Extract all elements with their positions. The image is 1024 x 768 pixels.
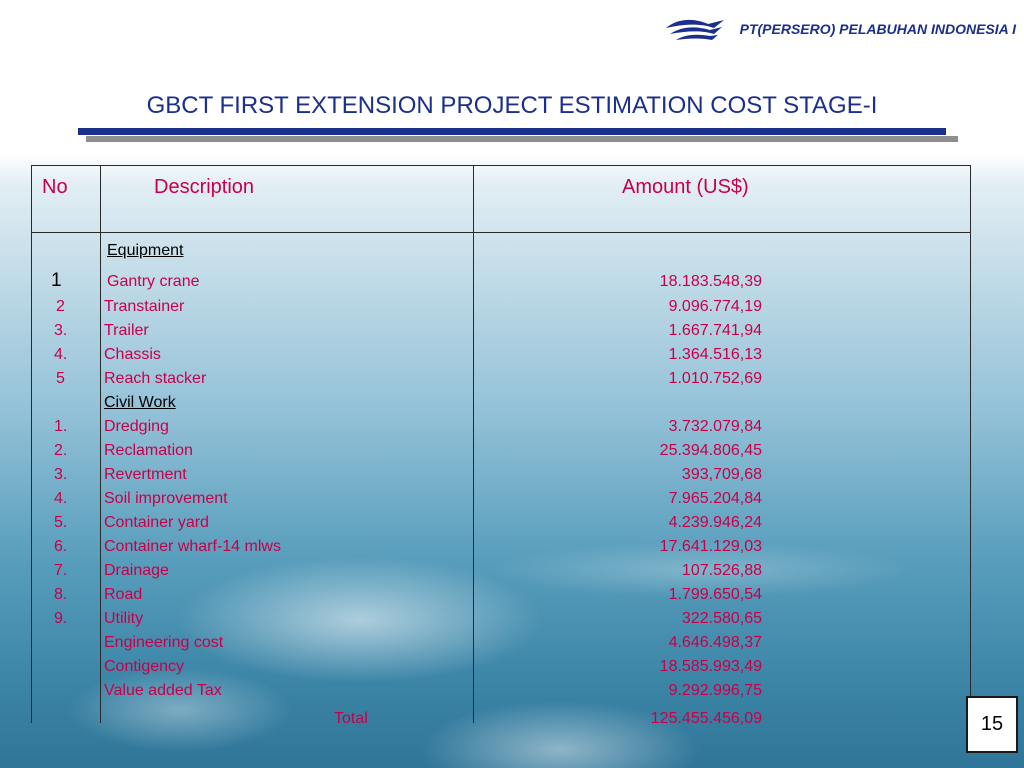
row-amount: 4.239.946,24 (668, 514, 762, 531)
row-number: 9. (54, 610, 68, 627)
row-description: Drainage (104, 562, 169, 579)
row-description: Reclamation (104, 442, 193, 459)
row-amount: 1.667.741,94 (668, 322, 762, 339)
table-column-divider-2 (473, 165, 474, 723)
total-amount: 125.455.456,09 (650, 710, 762, 727)
row-amount: 7.965.204,84 (668, 490, 762, 507)
row-description: Engineering cost (104, 634, 224, 651)
row-description: Soil improvement (104, 490, 228, 507)
cost-table (31, 165, 971, 723)
row-amount: 25.394.806,45 (659, 442, 762, 459)
row-number: 4. (54, 346, 68, 363)
row-number: 3. (54, 466, 68, 483)
header-brand: PT(PERSERO) PELABUHAN INDONESIA I (664, 14, 1016, 44)
row-number: 8. (54, 586, 68, 603)
row-number: 5 (56, 370, 65, 387)
row-description: Contigency (104, 658, 185, 675)
pelindo-logo-icon (665, 19, 724, 40)
row-description: Utility (104, 610, 144, 627)
title-underline (78, 128, 946, 135)
row-amount: 18.183.548,39 (659, 273, 762, 290)
row-description: Container wharf-14 mlws (104, 538, 281, 555)
column-header-no: No (42, 176, 68, 198)
row-description: Container yard (104, 514, 209, 531)
row-number: 3. (54, 322, 68, 339)
row-amount: 393,709,68 (681, 466, 762, 483)
row-amount: 3.732.079,84 (668, 418, 762, 435)
row-description: Chassis (104, 346, 161, 363)
row-number: 6. (54, 538, 68, 555)
row-number: 1. (54, 418, 68, 435)
row-number: 7. (54, 562, 68, 579)
table-header-divider (31, 232, 971, 233)
row-number: 2. (54, 442, 68, 459)
row-amount: 18.585.993,49 (659, 658, 762, 675)
page-number: 15 (966, 696, 1018, 753)
row-number: 4. (54, 490, 68, 507)
row-description: Dredging (104, 418, 169, 435)
row-amount: 1.010.752,69 (668, 370, 762, 387)
company-name: PT(PERSERO) PELABUHAN INDONESIA I (739, 21, 1016, 37)
row-description: Revertment (104, 466, 187, 483)
table-column-divider-1 (100, 165, 101, 723)
column-header-description: Description (154, 176, 255, 198)
row-description: Transtainer (104, 298, 185, 315)
row-description: Value added Tax (104, 682, 222, 699)
row-amount: 107.526,88 (681, 562, 762, 579)
row-amount: 1.799.650,54 (668, 586, 762, 603)
slide-title: GBCT FIRST EXTENSION PROJECT ESTIMATION … (146, 92, 878, 119)
row-amount: 1.364.516,13 (668, 346, 762, 363)
total-label: Total (334, 710, 368, 727)
row-amount: 9.292.996,75 (668, 682, 762, 699)
section-label-civil-work: Civil Work (104, 394, 176, 411)
row-description: Gantry crane (107, 273, 200, 290)
row-description: Reach stacker (104, 370, 207, 387)
row-number: 5. (54, 514, 68, 531)
row-amount: 17.641.129,03 (659, 538, 762, 555)
row-number: 1 (51, 270, 62, 291)
title-underline-shadow (86, 136, 958, 142)
row-number: 2 (56, 298, 65, 315)
row-description: Trailer (104, 322, 149, 339)
column-header-amount: Amount (US$) (622, 176, 749, 198)
row-amount: 9.096.774,19 (668, 298, 762, 315)
row-amount: 4.646.498,37 (668, 634, 762, 651)
row-description: Road (104, 586, 143, 603)
section-label-equipment: Equipment (107, 242, 184, 259)
row-amount: 322.580,65 (681, 610, 762, 627)
